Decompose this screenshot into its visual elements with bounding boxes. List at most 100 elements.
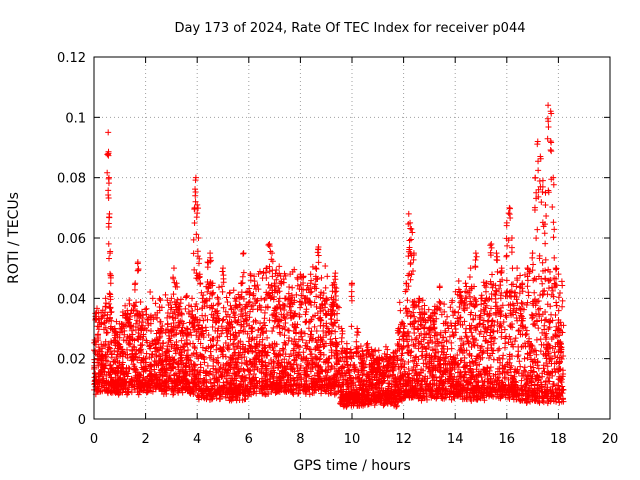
data-point	[104, 390, 111, 397]
data-point	[175, 361, 182, 368]
data-point	[471, 342, 478, 349]
data-point	[149, 351, 156, 358]
y-tick-label: 0	[78, 413, 86, 428]
x-tick-label: 18	[550, 432, 567, 447]
data-point	[180, 343, 187, 350]
data-point	[231, 314, 238, 321]
data-point	[239, 373, 246, 380]
data-point	[235, 386, 242, 393]
data-point	[190, 379, 197, 386]
data-point	[484, 318, 491, 325]
data-point	[396, 299, 403, 306]
data-point	[228, 305, 235, 312]
data-point	[107, 280, 114, 287]
data-point	[240, 382, 247, 389]
data-point	[116, 383, 123, 390]
data-point	[121, 372, 128, 379]
data-point	[555, 294, 562, 301]
data-point	[205, 388, 212, 395]
data-point	[178, 337, 185, 344]
data-point	[134, 311, 141, 318]
data-point	[128, 389, 135, 396]
data-point	[332, 335, 339, 342]
data-point	[200, 292, 207, 299]
data-point	[221, 372, 228, 379]
data-point	[234, 391, 241, 398]
data-point	[153, 330, 160, 337]
data-point	[222, 353, 229, 360]
data-point	[240, 366, 247, 373]
data-point	[145, 387, 152, 394]
data-point	[136, 371, 143, 378]
data-point	[204, 316, 211, 323]
data-point	[94, 323, 101, 330]
data-point	[124, 373, 131, 380]
data-point	[152, 300, 159, 307]
data-point	[208, 352, 215, 359]
data-point	[120, 337, 127, 344]
data-point	[105, 318, 112, 325]
data-point	[224, 333, 231, 340]
data-point	[200, 317, 207, 324]
data-point	[281, 332, 288, 339]
data-point	[535, 365, 542, 372]
data-point	[103, 372, 110, 379]
data-point	[102, 300, 109, 307]
data-point	[286, 335, 293, 342]
data-point	[232, 318, 239, 325]
data-point	[214, 354, 221, 361]
data-point	[98, 320, 105, 327]
data-point	[492, 299, 499, 306]
data-point	[99, 345, 106, 352]
data-point	[128, 307, 135, 314]
data-point	[117, 352, 124, 359]
data-point	[175, 309, 182, 316]
data-point	[164, 309, 171, 316]
data-point	[105, 194, 112, 201]
data-point	[544, 291, 551, 298]
data-point	[176, 386, 183, 393]
data-point	[531, 289, 538, 296]
data-point	[147, 312, 154, 319]
data-point	[200, 382, 207, 389]
data-point	[101, 326, 108, 333]
data-point	[184, 356, 191, 363]
data-point	[318, 274, 325, 281]
x-tick-label: 2	[141, 432, 149, 447]
data-point	[216, 284, 223, 291]
data-point	[95, 362, 102, 369]
x-tick-label: 4	[193, 432, 201, 447]
data-point	[218, 330, 225, 337]
data-point	[170, 265, 177, 272]
data-point	[226, 290, 233, 297]
data-point	[277, 331, 284, 338]
axis-ticks: 0 2 4 6 8 10 12 14 16 18 2000.020.040.060.080.10.1…	[57, 51, 618, 447]
data-point	[480, 317, 487, 324]
data-point	[169, 378, 176, 385]
data-point	[237, 390, 244, 397]
data-point	[231, 370, 238, 377]
x-tick-label: 6	[245, 432, 253, 447]
data-point	[126, 297, 133, 304]
data-point	[194, 316, 201, 323]
y-tick-label: 0.1	[65, 111, 86, 126]
data-point	[229, 393, 236, 400]
data-point	[165, 383, 172, 390]
data-point	[212, 366, 219, 373]
data-point	[154, 315, 161, 322]
data-point	[335, 323, 342, 330]
data-point	[456, 314, 463, 321]
data-point	[106, 344, 113, 351]
data-point	[140, 333, 147, 340]
data-point	[164, 314, 171, 321]
data-point	[512, 335, 519, 342]
data-point	[205, 331, 212, 338]
x-tick-label: 20	[602, 432, 619, 447]
chart-title: Day 173 of 2024, Rate Of TEC Index for r…	[175, 21, 526, 36]
data-point	[151, 366, 158, 373]
data-point	[382, 343, 389, 350]
data-point	[213, 395, 220, 402]
data-point	[122, 302, 129, 309]
data-point	[189, 379, 196, 386]
data-point	[105, 175, 112, 182]
